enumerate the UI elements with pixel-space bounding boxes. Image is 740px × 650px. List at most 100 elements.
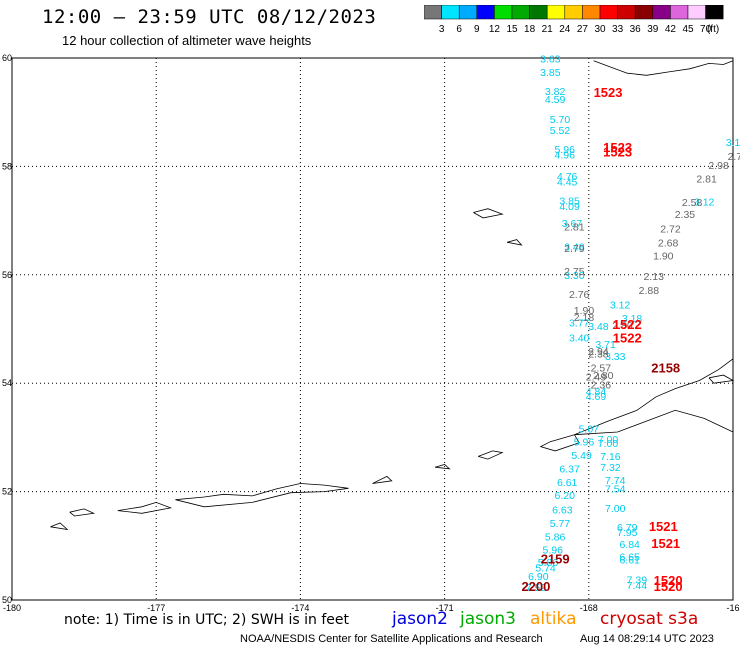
wave-height-label: 1.90 [653, 251, 674, 263]
wave-height-label: 2.58 [682, 197, 703, 209]
wave-height-label: 7.16 [600, 451, 621, 463]
coastline [539, 434, 580, 452]
y-tick-label: 60 [2, 53, 12, 63]
satellite-label-jason2: jason2 [392, 609, 448, 629]
time-label: 2200 [521, 579, 550, 594]
wave-height-label: 2.49 [586, 371, 607, 383]
wave-height-label: 2.88 [639, 285, 660, 297]
wave-height-label: 4.84 [586, 386, 607, 398]
colorbar-tick-label: 39 [647, 24, 659, 35]
time-label: 1520 [654, 579, 683, 594]
wave-height-label: 4.96 [555, 149, 576, 161]
wave-height-label: 7.44 [627, 580, 648, 592]
coastline [593, 60, 734, 76]
colorbar-unit-label: (ft) [707, 24, 719, 35]
wave-height-label: 2.81 [696, 174, 717, 186]
wave-height-label: 2.35 [675, 209, 696, 221]
colorbar-tick-label: 30 [594, 24, 606, 35]
time-label: 1523 [603, 145, 632, 160]
time-label: 1521 [651, 536, 680, 551]
x-tick-label: -16 [726, 603, 739, 612]
x-tick-label: -180 [3, 603, 21, 612]
wave-height-label: 4.09 [559, 201, 580, 213]
satellite-label-altika: altika [530, 609, 577, 629]
y-tick-label: 52 [2, 487, 12, 497]
wave-height-label: 2.76 [569, 289, 590, 301]
wave-height-label: 7.95 [617, 527, 638, 539]
wave-height-label: 6.37 [559, 464, 580, 476]
wave-height-map: -180 -177 -174 -171 -168 -16 50 52 54 56 58 60 3.63 3… [2, 53, 740, 612]
wave-height-label: 3.18 [622, 313, 643, 325]
wave-height-label: 3.71 [595, 339, 616, 351]
coastline [117, 501, 173, 514]
wave-height-label: 3.48 [588, 321, 609, 333]
wave-height-label: 6.20 [555, 490, 576, 502]
wave-height-label: 2.80 [612, 320, 633, 332]
wave-height-label: 5.70 [550, 114, 571, 126]
time-label: 1520 [654, 573, 683, 588]
wave-height-label: 3.1 [726, 137, 740, 149]
wave-height-label: 2.79 [564, 243, 585, 255]
y-tick-label: 50 [2, 595, 12, 605]
wave-height-label: 3.82 [545, 86, 566, 98]
colorbar-tick-label: 18 [524, 24, 536, 35]
wave-height-label: 6.65 [619, 551, 640, 563]
wave-height-label: 5.07 [579, 424, 600, 436]
wave-height-label: 6.90 [528, 571, 549, 583]
wave-height-label: 2.98 [708, 160, 729, 172]
wave-height-label: 2.75 [564, 266, 585, 278]
wave-height-label: 7.32 [600, 462, 621, 474]
wave-height-label: 2.72 [660, 224, 681, 236]
coastline [372, 475, 393, 484]
wave-height-label: 7.54 [605, 484, 626, 496]
wave-height-label: 6.61 [557, 477, 578, 489]
wave-height-label: 3.40 [569, 332, 590, 344]
coastline [708, 374, 735, 384]
y-tick-label: 56 [2, 270, 12, 280]
wave-height-label: 5.52 [550, 125, 571, 137]
y-tick-label: 54 [2, 378, 12, 388]
wave-height-label: 2.38 [588, 349, 609, 361]
wave-height-label: 3.12 [694, 196, 715, 208]
colorbar-tick-label: 3 [439, 24, 445, 35]
coastline [478, 450, 504, 460]
satellite-label-cryosat: cryosat s3a [600, 609, 699, 629]
wave-height-label: 3.77 [569, 317, 590, 329]
wave-height-label: 5.77 [550, 518, 571, 530]
wave-height-label: 3.85 [540, 67, 561, 79]
coastline [574, 358, 734, 436]
wave-height-label: 7.74 [605, 475, 626, 487]
colorbar-tick-label: 9 [474, 24, 480, 35]
footer-credit: NOAA/NESDIS Center for Satellite Applica… [240, 633, 543, 645]
colorbar-swatch [705, 5, 724, 20]
wave-height-label: 2.68 [658, 238, 679, 250]
wave-height-label: 6.61 [619, 555, 640, 567]
colorbar-tick-label: 12 [489, 24, 501, 35]
time-label: 1523 [603, 140, 632, 155]
wave-height-label: 7.39 [627, 575, 648, 587]
units-note: note: 1) Time is in UTC; 2) SWH is in fe… [64, 612, 350, 628]
wave-height-label: 7.00 [598, 438, 619, 450]
colorbar-tick-label: 42 [665, 24, 677, 35]
wave-height-label: 5.86 [545, 531, 566, 543]
colorbar-tick-label: 21 [542, 24, 554, 35]
colorbar-tick-label: 36 [630, 24, 642, 35]
wave-height-label: 3.85 [559, 195, 580, 207]
wave-height-label: 2.94 [588, 346, 609, 358]
x-tick-label: -168 [580, 603, 598, 612]
coastline [175, 483, 349, 508]
wave-height-label: 3.48 [564, 241, 585, 253]
wave-height-label: 3.63 [540, 53, 561, 65]
colorbar-tick-label: 27 [577, 24, 589, 35]
page-title: 12:00 – 23:59 UTC 08/12/2023 [42, 6, 377, 28]
wave-height-label: 2.81 [564, 221, 585, 233]
wave-height-label: 5.96 [574, 437, 595, 449]
wave-height-label: 4.69 [586, 391, 607, 403]
wave-height-label: 4.76 [557, 171, 578, 183]
colorbar-legend: 3 6 9 12 15 18 21 24 27 30 33 36 39 42 45 70(ft) [424, 5, 724, 35]
time-label: 1522 [613, 331, 642, 346]
wave-height-label: 4.45 [557, 176, 578, 188]
coastline [69, 508, 96, 517]
y-tick-label: 58 [2, 161, 12, 171]
x-tick-label: -177 [147, 603, 165, 612]
